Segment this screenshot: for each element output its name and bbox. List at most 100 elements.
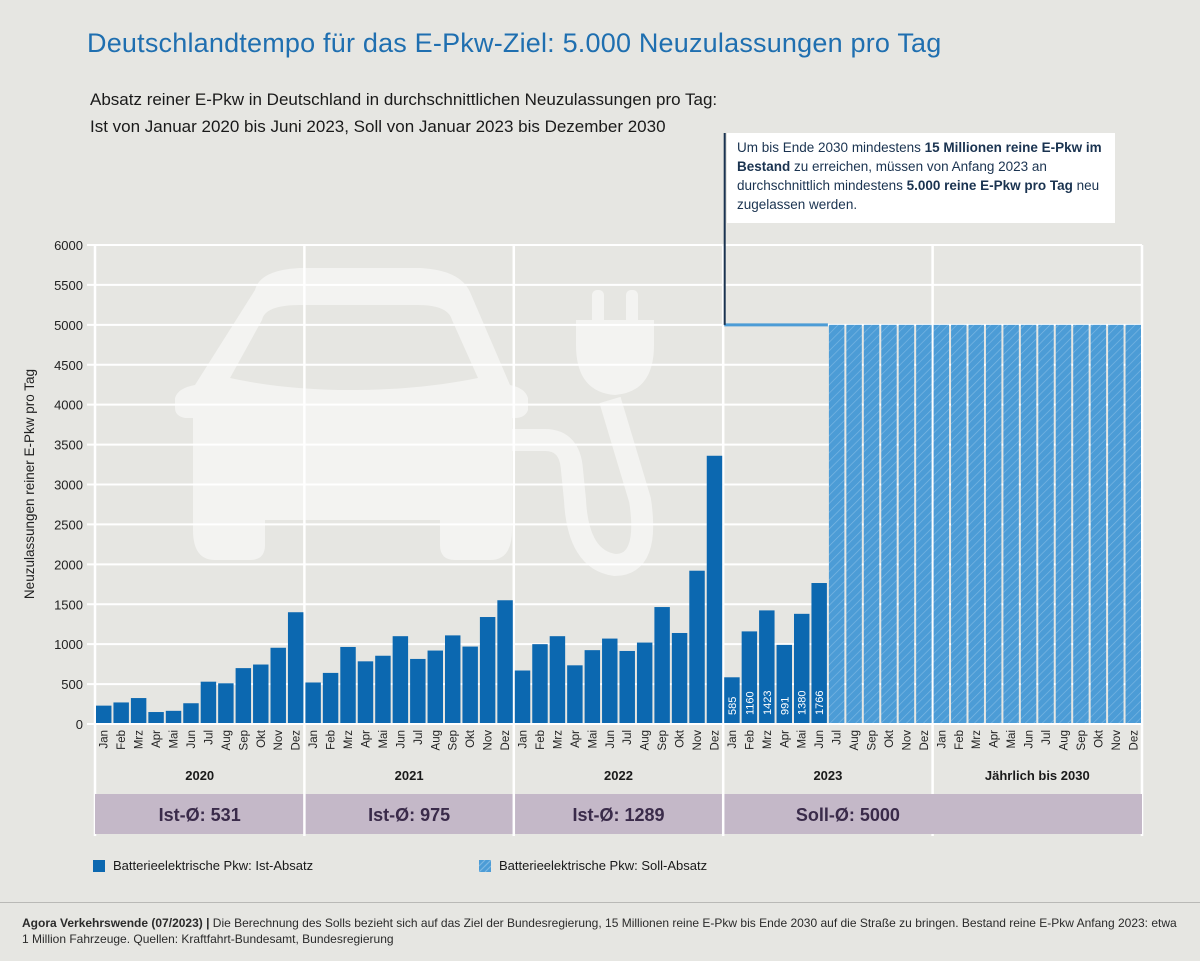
x-tick-label: Nov	[901, 730, 913, 751]
bar-soll	[933, 324, 950, 724]
bar-ist	[392, 636, 409, 724]
bar-soll	[846, 324, 862, 724]
x-tick-label: Jul	[1041, 730, 1053, 745]
x-tick-label: Dez	[500, 730, 512, 751]
x-tick-label: Feb	[116, 730, 128, 750]
y-tick-label: 1000	[54, 637, 83, 652]
x-tick-label: Dez	[709, 730, 721, 751]
bar-ist	[794, 613, 810, 724]
x-tick-label: Aug	[1058, 730, 1070, 750]
y-tick-label: 4000	[54, 398, 83, 413]
bar-ist	[567, 665, 583, 724]
callout-bold-1: 15 Millionen reine E-Pkw im Bestand	[737, 140, 1102, 174]
y-axis-label: Neuzulassungen reiner E-Pkw pro Tag	[22, 369, 37, 599]
x-tick-label: Jun	[395, 730, 407, 749]
bar-ist	[445, 635, 461, 724]
chart-subtitle: Absatz reiner E-Pkw in Deutschland in du…	[90, 90, 718, 136]
x-tick-label: Okt	[675, 729, 687, 748]
bar-value-label: 585	[727, 697, 739, 715]
bar-soll	[1038, 324, 1054, 724]
x-tick-label: Mai	[587, 730, 599, 749]
bar-ist	[183, 703, 199, 724]
bar-ist	[689, 570, 705, 724]
legend-soll-swatch	[479, 859, 491, 872]
x-tick-label: Jul	[832, 730, 844, 745]
x-tick-label: Feb	[954, 730, 966, 750]
x-tick-label: Sep	[238, 730, 250, 750]
x-tick-label: Jul	[622, 730, 634, 745]
x-tick-label: Nov	[692, 730, 704, 751]
bar-value-label: 1160	[744, 691, 756, 715]
x-tick-label: Okt	[884, 729, 896, 748]
x-tick-label: Sep	[1076, 730, 1088, 750]
bar-soll	[898, 324, 915, 724]
bar-ist	[287, 612, 304, 724]
bar-ist	[357, 661, 374, 724]
bar-value-label: 1423	[762, 691, 774, 715]
callout-text-3: neu zugelassen werden.	[737, 178, 1100, 212]
bar-ist	[96, 705, 112, 724]
bar-value-label: 1380	[797, 691, 809, 715]
legend-ist-label: Batterieelektrische Pkw: Ist-Absatz	[113, 858, 314, 873]
legend-ist: Batterieelektrische Pkw: Ist-Absatz	[93, 858, 313, 873]
legend-soll-label: Batterieelektrische Pkw: Soll-Absatz	[499, 858, 708, 873]
car-windshield	[230, 305, 478, 390]
x-tick-label: Mrz	[552, 730, 564, 749]
x-tick-label: Sep	[448, 730, 460, 750]
x-tick-label: Apr	[151, 730, 163, 748]
x-tick-label: Aug	[430, 730, 442, 750]
target-callout: Um bis Ende 2030 mindestens 15 Millionen…	[727, 133, 1115, 223]
x-tick-label: Jun	[1024, 730, 1036, 749]
x-tick-label: Mai	[169, 730, 181, 749]
bar-ist	[270, 647, 286, 724]
x-tick-label: Mai	[1006, 730, 1018, 749]
x-tick-label: Feb	[744, 730, 756, 750]
x-tick-label: Nov	[273, 730, 285, 751]
x-tick-label: Mai	[378, 730, 390, 749]
average-label: Ist-Ø: 531	[159, 805, 241, 825]
y-tick-label: 5000	[54, 318, 83, 333]
group-label: Jährlich bis 2030	[985, 768, 1090, 783]
bar-ist	[253, 664, 269, 724]
x-tick-label: Feb	[535, 730, 547, 750]
y-tick-label: 3500	[54, 438, 83, 453]
callout-text-2: zu erreichen, müssen von Anfang 2023 an …	[737, 159, 1047, 193]
bar-ist	[235, 668, 252, 724]
bar-ist	[671, 632, 688, 724]
x-tick-label: Apr	[779, 730, 791, 748]
x-tick-label: Jul	[203, 730, 215, 745]
x-tick-label: Mai	[797, 730, 809, 749]
chart-title: Deutschlandtempo für das E-Pkw-Ziel: 5.0…	[87, 28, 942, 58]
x-tick-label: Mrz	[762, 730, 774, 749]
bar-soll	[985, 324, 1002, 724]
x-tick-label: Sep	[867, 730, 879, 750]
x-tick-label: Okt	[465, 729, 477, 748]
y-tick-label: 6000	[54, 238, 83, 253]
y-tick-label: 2500	[54, 517, 83, 532]
group-label: 2020	[185, 768, 214, 783]
bar-ist	[375, 655, 391, 724]
plug-head	[576, 320, 654, 395]
footer-text: Die Berechnung des Solls bezieht sich au…	[22, 916, 1177, 946]
x-tick-label: Dez	[1128, 730, 1140, 751]
bar-ist	[130, 698, 147, 724]
bar-ist	[514, 670, 531, 724]
bar-ist	[654, 607, 670, 724]
y-tick-label: 500	[61, 677, 83, 692]
x-tick-label: Dez	[919, 730, 931, 751]
average-label: Ist-Ø: 1289	[572, 805, 664, 825]
y-tick-label: 1500	[54, 597, 83, 612]
bar-ist	[549, 636, 566, 724]
bar-ist	[724, 677, 740, 724]
x-tick-label: Jan	[308, 730, 320, 749]
bar-soll	[1125, 324, 1141, 724]
x-tick-label: Nov	[483, 730, 495, 751]
bar-soll	[1003, 324, 1019, 724]
callout-text-1: Um bis Ende 2030 mindestens	[737, 140, 925, 155]
bar-ist	[776, 644, 792, 724]
bar-value-label: 991	[779, 697, 791, 715]
bar-soll	[863, 324, 880, 724]
y-tick-label: 3000	[54, 478, 83, 493]
x-tick-label: Jan	[518, 730, 530, 749]
average-label: Soll-Ø: 5000	[796, 805, 900, 825]
